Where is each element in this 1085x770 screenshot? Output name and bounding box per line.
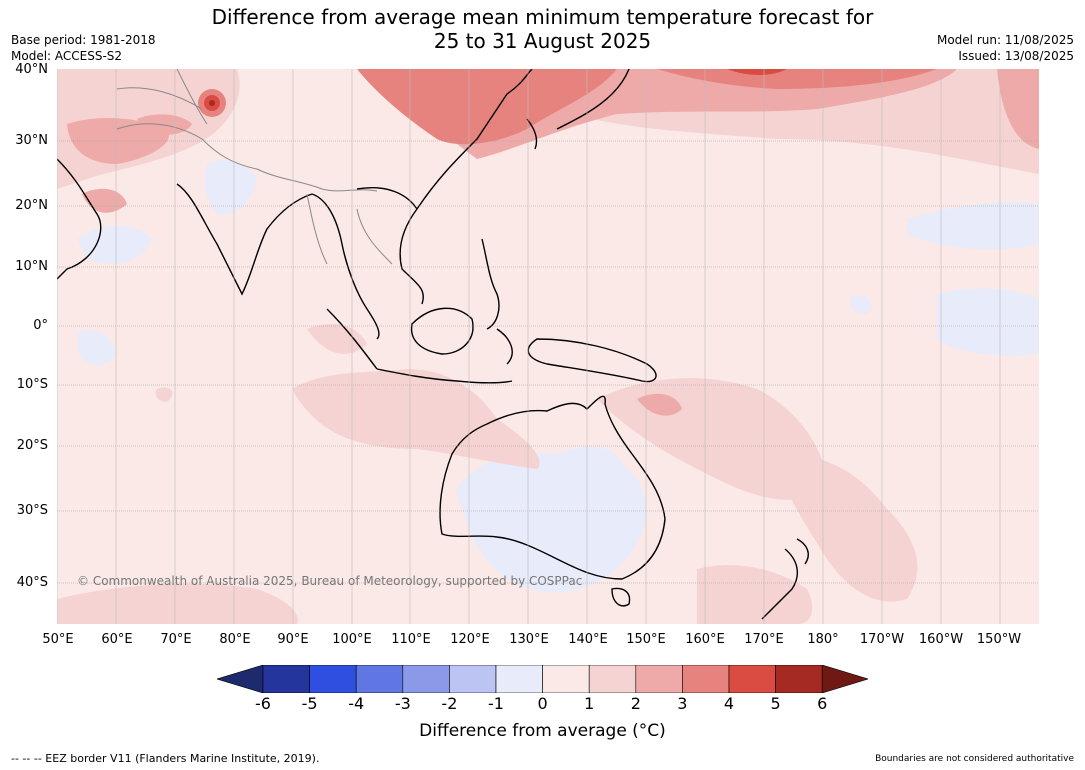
eez-legend: -- -- -- EEZ border V11 (Flanders Marine… bbox=[11, 752, 320, 765]
colorbar-tick-label: -5 bbox=[301, 694, 318, 713]
colorbar-cell bbox=[402, 665, 450, 693]
colorbar-cell bbox=[635, 665, 683, 693]
lon-label-60e: 60°E bbox=[101, 632, 133, 647]
anomaly-shading bbox=[57, 69, 1039, 624]
colorbar-title: Difference from average (°C) bbox=[419, 721, 666, 741]
title-line-1: Difference from average mean minimum tem… bbox=[211, 5, 874, 29]
meridians bbox=[57, 69, 1001, 624]
lon-label-90e: 90°E bbox=[277, 632, 309, 647]
lon-label-160w: 160°W bbox=[918, 632, 964, 647]
forecast-map bbox=[57, 69, 1039, 624]
lat-label-30s: 30°S bbox=[16, 503, 48, 518]
colorbar-over-arrow bbox=[821, 665, 868, 693]
colorbar-tick-label: 2 bbox=[630, 694, 641, 713]
lat-label-20s: 20°S bbox=[16, 438, 48, 453]
colorbar-cell bbox=[588, 665, 637, 693]
colorbar-under-arrow bbox=[217, 665, 264, 693]
colorbar-tick-label: -2 bbox=[441, 694, 458, 713]
lon-label-120e: 120°E bbox=[450, 632, 490, 647]
colorbar-tick-label: 1 bbox=[584, 694, 595, 713]
lon-label-170w: 170°W bbox=[859, 632, 905, 647]
lat-label-10n: 10°N bbox=[15, 259, 48, 274]
title-line-2: 25 to 31 August 2025 bbox=[433, 29, 652, 53]
lon-label-140e: 140°E bbox=[568, 632, 608, 647]
colorbar-tick-label: 6 bbox=[817, 694, 828, 713]
issued-date: Issued: 13/08/2025 bbox=[958, 49, 1074, 63]
lon-label-70e: 70°E bbox=[160, 632, 192, 647]
lon-label-50e: 50°E bbox=[42, 632, 74, 647]
lon-label-180: 180° bbox=[807, 632, 839, 647]
lon-label-80e: 80°E bbox=[219, 632, 251, 647]
graticule bbox=[57, 140, 1039, 584]
colorbar-tick-label: 3 bbox=[677, 694, 688, 713]
lon-label-150e: 150°E bbox=[626, 632, 666, 647]
lat-label-0: 0° bbox=[33, 318, 48, 333]
model-name: Model: ACCESS-S2 bbox=[11, 49, 123, 63]
lat-label-20n: 20°N bbox=[15, 198, 48, 213]
map-canvas bbox=[57, 69, 1039, 624]
metadata-right: Model run: 11/08/2025 Issued: 13/08/2025 bbox=[937, 32, 1074, 64]
copyright-notice: © Commonwealth of Australia 2025, Bureau… bbox=[77, 574, 583, 588]
colorbar-cell bbox=[682, 665, 730, 693]
colorbar-cell bbox=[542, 665, 590, 693]
lon-label-170e: 170°E bbox=[744, 632, 784, 647]
lon-label-100e: 100°E bbox=[332, 632, 372, 647]
colorbar-tick-label: -1 bbox=[488, 694, 504, 713]
coastlines bbox=[57, 69, 809, 620]
country-borders bbox=[116, 69, 393, 265]
colorbar-tick-label: -3 bbox=[394, 694, 411, 713]
lon-label-130e: 130°E bbox=[509, 632, 549, 647]
boundaries-disclaimer: Boundaries are not considered authoritat… bbox=[875, 754, 1074, 764]
lat-label-30n: 30°N bbox=[15, 133, 48, 148]
colorbar-tick-label: 5 bbox=[770, 694, 781, 713]
lat-label-10s: 10°S bbox=[16, 377, 48, 392]
colorbar-cell bbox=[355, 665, 404, 693]
colorbar-cell bbox=[728, 665, 776, 693]
map-title: Difference from average mean minimum tem… bbox=[0, 5, 1085, 53]
colorbar-cell bbox=[449, 665, 497, 693]
model-run: Model run: 11/08/2025 bbox=[936, 33, 1074, 47]
colorbar-cell bbox=[262, 665, 310, 693]
base-period: Base period: 1981-2018 bbox=[11, 33, 156, 47]
metadata-left: Base period: 1981-2018 Model: ACCESS-S2 bbox=[11, 32, 156, 64]
colorbar-tick-label: -4 bbox=[348, 694, 365, 713]
lon-label-150w: 150°W bbox=[976, 632, 1022, 647]
colorbar-cell bbox=[775, 665, 823, 693]
lon-label-110e: 110°E bbox=[391, 632, 431, 647]
lon-label-160e: 160°E bbox=[685, 632, 725, 647]
colorbar-tick-label: 0 bbox=[537, 694, 548, 713]
colorbar-cell bbox=[495, 665, 543, 693]
colorbar-tick-label: -6 bbox=[255, 694, 271, 713]
lat-label-40n: 40°N bbox=[15, 62, 48, 77]
colorbar-cells bbox=[217, 665, 868, 693]
lat-label-40s: 40°S bbox=[16, 575, 48, 590]
colorbar bbox=[217, 665, 868, 693]
colorbar-cell bbox=[309, 665, 357, 693]
colorbar-tick-label: 4 bbox=[723, 694, 735, 713]
